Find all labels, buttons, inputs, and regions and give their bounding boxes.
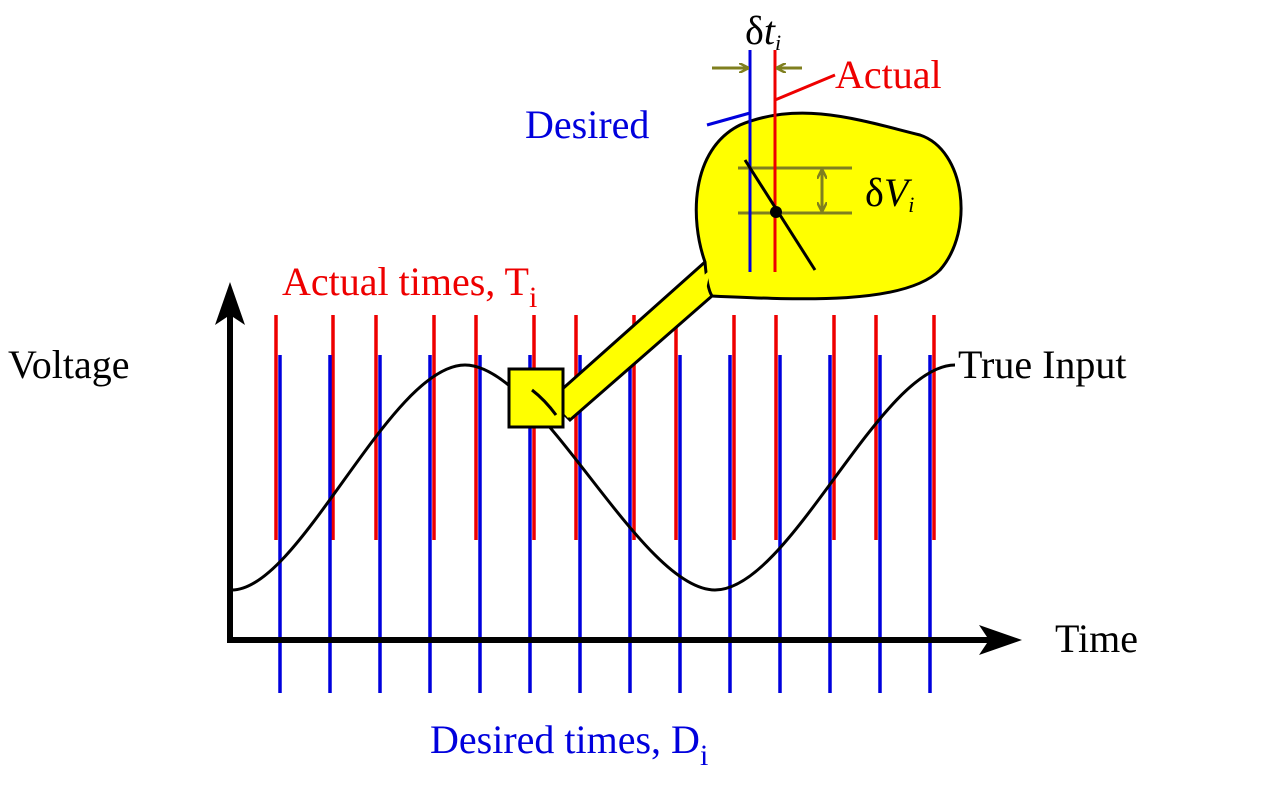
label-text: Actual times, T <box>282 259 529 304</box>
delta-t-label: δti <box>745 8 781 55</box>
label-subscript: i <box>529 281 537 314</box>
sample-lines <box>274 315 936 693</box>
curve-label: True Input <box>958 342 1127 387</box>
label-subscript: i <box>700 739 708 772</box>
delta-variable: t <box>764 8 776 53</box>
magnifier-bubble <box>694 111 963 301</box>
sample-point <box>770 206 782 218</box>
actual-label: Actual <box>835 52 942 97</box>
delta-symbol: δ <box>745 8 764 53</box>
delta-v-label: δVi <box>865 170 914 217</box>
magnifier-box <box>507 367 565 429</box>
y-axis-arrow <box>215 282 245 325</box>
desired-times-label: Desired times, Di <box>430 717 708 772</box>
delta-subscript: i <box>775 30 781 55</box>
delta-variable: V <box>884 170 913 215</box>
delta-subscript: i <box>908 192 914 217</box>
delta-symbol: δ <box>865 170 884 215</box>
desired-leader <box>706 111 751 127</box>
true-input-curve <box>231 363 956 592</box>
x-axis-arrow <box>979 625 1022 655</box>
y-axis-label: Voltage <box>8 342 129 387</box>
stalk-join <box>556 270 710 418</box>
label-text: Desired times, D <box>430 717 700 762</box>
actual-times-label: Actual times, Ti <box>282 259 537 314</box>
curve-zoom-segment <box>531 388 558 416</box>
actual-leader <box>774 73 836 102</box>
x-axis-label: Time <box>1055 616 1138 661</box>
desired-label: Desired <box>525 102 649 147</box>
